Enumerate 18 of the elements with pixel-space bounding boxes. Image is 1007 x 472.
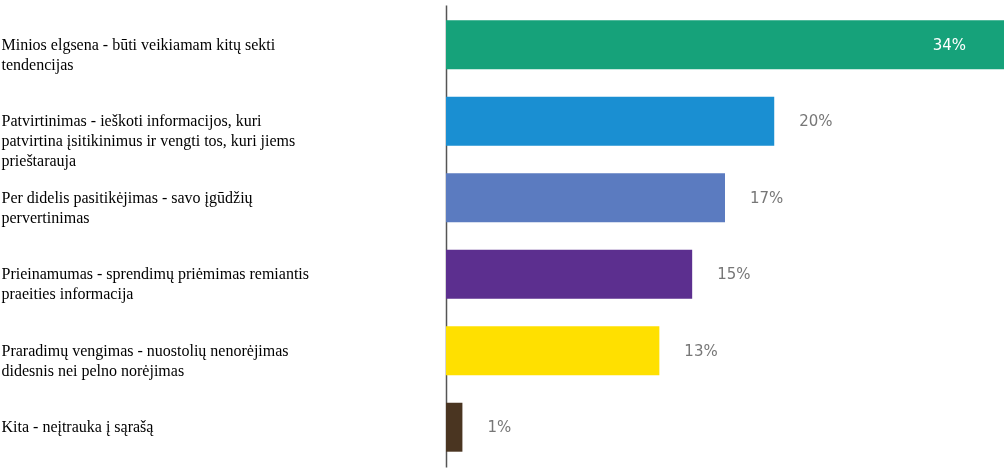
y-tick-label: Praradimų vengimas - nuostolių nenorėjimas didesnis nei pelno norėjimas: [1, 341, 289, 380]
data-label: 13%: [684, 341, 718, 360]
data-label: 34%: [932, 35, 966, 54]
bar: [446, 20, 1004, 70]
bar: [446, 402, 463, 452]
y-tick-label: Patvirtinimas - ieškoti informacijos, kuri patvirtina įsitikinimus ir vengti tos, kuri jiems prieštarauja: [1, 112, 296, 171]
bar: [446, 96, 775, 146]
data-label: 20%: [799, 112, 833, 131]
data-label: 15%: [717, 265, 751, 284]
y-tick-label: Prieinamumas - sprendimų priėmimas remiantis praeities informacija: [1, 265, 309, 304]
y-tick-label: Minios elgsena - būti veikiamam kitų sekti tendencijas: [1, 35, 276, 74]
bar: [446, 173, 725, 223]
data-label: 17%: [750, 188, 784, 207]
bar: [446, 326, 660, 376]
bar: [446, 249, 693, 299]
y-tick-label: Kita - neįtrauka į sąrašą: [1, 418, 155, 437]
data-label: 1%: [487, 418, 512, 437]
y-tick-label: Per didelis pasitikėjimas - savo įgūdžių pervertinimas: [1, 188, 254, 227]
